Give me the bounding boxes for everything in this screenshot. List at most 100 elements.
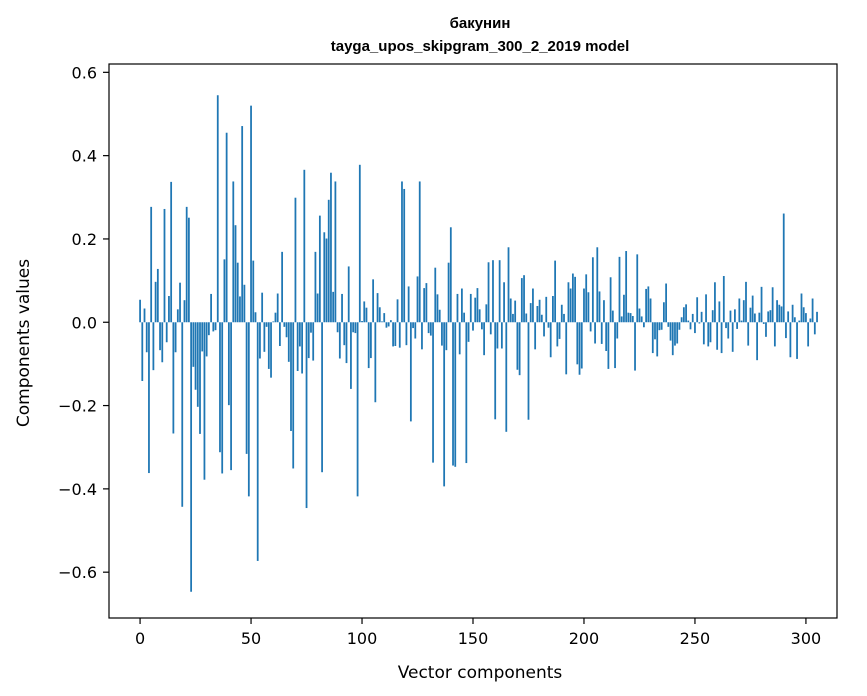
bar xyxy=(203,322,206,480)
bar xyxy=(745,281,747,323)
bar xyxy=(616,322,619,339)
bar xyxy=(736,322,739,329)
bar xyxy=(787,311,790,323)
bar xyxy=(425,283,428,323)
bar xyxy=(350,322,352,389)
bar xyxy=(163,208,166,323)
bar xyxy=(780,306,783,323)
bar xyxy=(589,322,592,332)
bar xyxy=(152,322,155,371)
bar xyxy=(805,313,807,323)
bar xyxy=(716,322,719,350)
bar xyxy=(387,322,390,327)
bar xyxy=(216,95,219,323)
y-tick-label: 0.6 xyxy=(72,63,97,82)
bar xyxy=(487,262,490,323)
bar xyxy=(172,322,175,434)
bar xyxy=(389,320,392,323)
bar xyxy=(343,322,346,346)
bar xyxy=(478,309,481,323)
bar xyxy=(412,322,414,329)
bar xyxy=(407,286,410,323)
bar xyxy=(505,322,508,432)
bar xyxy=(199,322,201,434)
bar xyxy=(370,322,372,359)
bar xyxy=(447,262,450,323)
y-tick-label: −0.6 xyxy=(58,563,97,582)
bar xyxy=(467,322,470,342)
bar xyxy=(239,296,241,323)
bar xyxy=(392,322,394,347)
bar xyxy=(312,322,315,361)
bar xyxy=(654,322,656,340)
bar xyxy=(245,322,248,454)
bar xyxy=(485,304,488,323)
bar xyxy=(234,225,237,323)
bar xyxy=(598,291,601,323)
x-axis: 0 50 100 150 200 250 300 xyxy=(135,618,821,648)
bar xyxy=(338,322,341,359)
bar xyxy=(629,313,632,323)
bar xyxy=(694,322,696,334)
bar xyxy=(256,322,259,561)
bar xyxy=(314,251,317,323)
bar xyxy=(603,300,605,323)
bar xyxy=(520,278,523,323)
x-tick-label: 100 xyxy=(347,629,378,648)
bar xyxy=(516,322,519,370)
bar xyxy=(250,105,252,323)
bar xyxy=(381,321,383,323)
bar xyxy=(378,307,381,323)
bar xyxy=(190,322,193,592)
y-tick-label: −0.2 xyxy=(58,397,97,416)
bar xyxy=(461,288,463,323)
bar xyxy=(769,310,772,323)
bar xyxy=(689,322,692,330)
bar xyxy=(161,322,164,363)
bar xyxy=(740,320,743,323)
bar xyxy=(500,322,503,349)
bar xyxy=(738,298,741,323)
bar xyxy=(645,288,648,323)
bar xyxy=(318,215,321,323)
y-tick-label: 0.2 xyxy=(72,230,97,249)
bar xyxy=(711,310,714,323)
y-axis: −0.6 −0.4 −0.2 0.0 0.2 0.4 0.6 xyxy=(58,63,109,582)
bar xyxy=(591,257,594,323)
bar xyxy=(452,322,454,466)
bar xyxy=(549,322,552,358)
bar xyxy=(773,322,776,347)
x-axis-label: Vector components xyxy=(398,663,563,683)
bar xyxy=(623,294,625,323)
bar xyxy=(534,322,537,350)
bar xyxy=(301,322,303,374)
bar xyxy=(698,322,701,324)
bar xyxy=(571,273,574,323)
bar xyxy=(494,322,497,420)
bar xyxy=(230,322,232,471)
bar xyxy=(170,181,173,323)
bar xyxy=(682,307,685,323)
bar xyxy=(176,309,179,323)
bar xyxy=(445,322,448,351)
bar xyxy=(465,322,468,464)
bar xyxy=(183,300,186,323)
bar xyxy=(558,322,561,339)
bar xyxy=(753,313,756,323)
bar xyxy=(649,298,652,323)
bar xyxy=(287,322,290,362)
bar xyxy=(538,299,541,323)
bar xyxy=(518,322,521,376)
y-tick-label: 0.4 xyxy=(72,147,97,166)
bar xyxy=(347,266,350,323)
bar xyxy=(707,322,710,347)
bar xyxy=(281,251,284,323)
bar xyxy=(418,181,421,323)
bar xyxy=(816,311,818,323)
bar xyxy=(640,316,643,323)
bar xyxy=(618,256,621,323)
bar xyxy=(247,322,250,497)
bar xyxy=(274,312,277,323)
x-tick-label: 0 xyxy=(135,629,145,648)
bar xyxy=(363,301,366,323)
